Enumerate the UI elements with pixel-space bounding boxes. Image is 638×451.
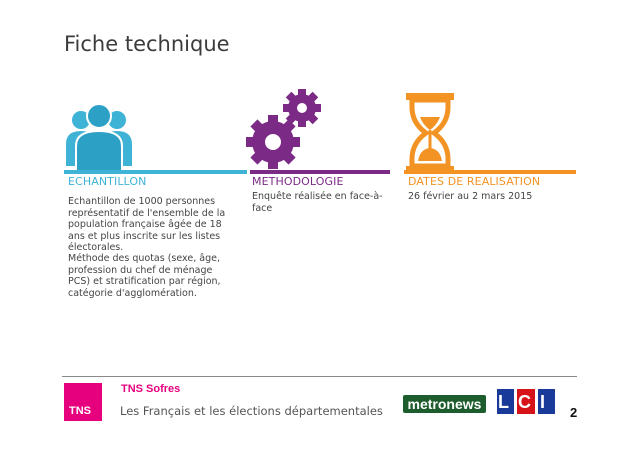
methodologie-title: METHODOLOGIE (252, 175, 344, 188)
hourglass-icon (406, 93, 454, 173)
gears-icon (246, 89, 321, 169)
dates-paragraph: 26 février au 2 mars 2015 (408, 191, 533, 202)
page-number: 2 (570, 405, 578, 420)
page-title: Fiche technique (64, 32, 230, 56)
methodologie-paragraph: Enquête réalisée en face-à-face (252, 191, 383, 214)
lci-logo: LCI (497, 389, 555, 414)
footer-subtitle: Les Français et les élections départemen… (120, 404, 383, 418)
tns-sofres-brand: TNS Sofres (121, 383, 181, 395)
footer-divider (62, 376, 577, 377)
tns-logo: TNS (64, 383, 102, 421)
people-icon (66, 103, 132, 172)
methodologie-bar (250, 170, 390, 174)
echantillon-paragraph-2: Méthode des quotas (sexe, âge, professio… (68, 253, 221, 299)
echantillon-title: ECHANTILLON (68, 175, 147, 188)
dates-bar (404, 170, 576, 174)
echantillon-bar (64, 170, 247, 174)
echantillon-paragraph-1: Echantillon de 1000 personnes représenta… (68, 196, 226, 254)
metronews-logo: metronews (403, 395, 486, 413)
lci-text: LCI (498, 392, 554, 412)
dates-title: DATES DE REALISATION (408, 175, 541, 188)
